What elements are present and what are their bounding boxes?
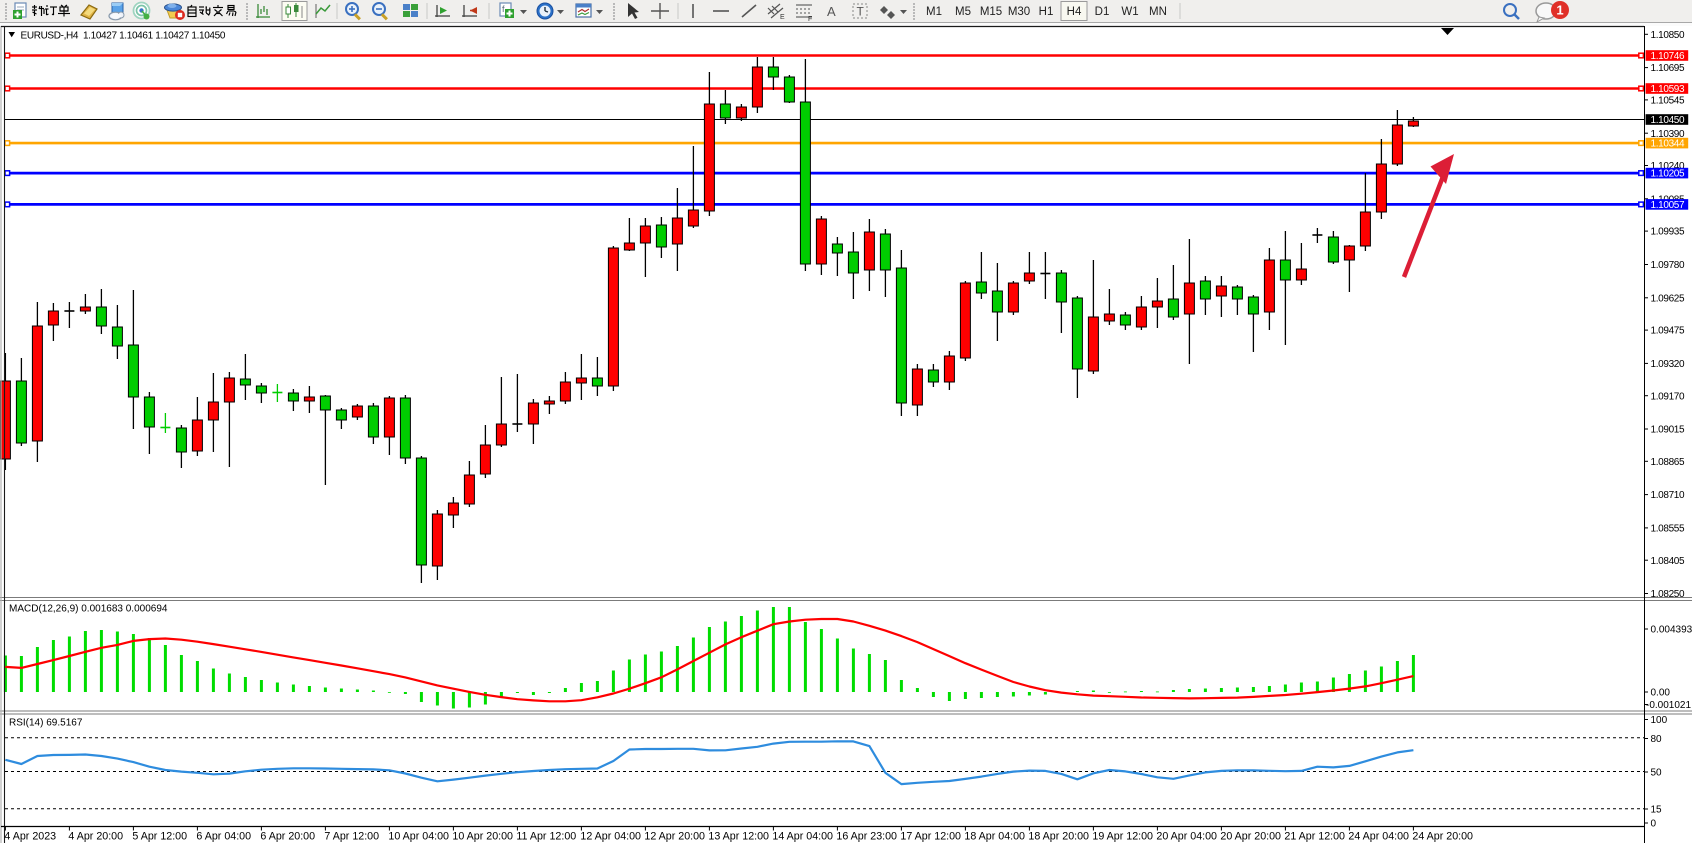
svg-text:1.08710: 1.08710 — [1651, 490, 1685, 501]
svg-text:MACD(12,26,9) 0.001683 0.00069: MACD(12,26,9) 0.001683 0.000694 — [9, 604, 168, 615]
svg-text:12 Apr 04:00: 12 Apr 04:00 — [580, 831, 641, 843]
svg-text:24 Apr 04:00: 24 Apr 04:00 — [1348, 831, 1409, 843]
svg-text:RSI(14) 69.5167: RSI(14) 69.5167 — [9, 718, 83, 729]
svg-text:80: 80 — [1651, 734, 1663, 745]
svg-text:17 Apr 12:00: 17 Apr 12:00 — [900, 831, 961, 843]
svg-text:21 Apr 12:00: 21 Apr 12:00 — [1284, 831, 1345, 843]
svg-text:1.09625: 1.09625 — [1651, 293, 1685, 304]
svg-text:M15: M15 — [980, 6, 1002, 18]
svg-text:24 Apr 20:00: 24 Apr 20:00 — [1412, 831, 1473, 843]
svg-text:16 Apr 23:00: 16 Apr 23:00 — [836, 831, 897, 843]
svg-text:1.08250: 1.08250 — [1651, 589, 1685, 600]
svg-text:F: F — [808, 16, 812, 23]
svg-text:1.09015: 1.09015 — [1651, 425, 1685, 436]
svg-text:5 Apr 12:00: 5 Apr 12:00 — [132, 831, 187, 843]
svg-text:20 Apr 20:00: 20 Apr 20:00 — [1220, 831, 1281, 843]
svg-text:18 Apr 20:00: 18 Apr 20:00 — [1028, 831, 1089, 843]
svg-text:EURUSD-,H4 1.10427 1.10461 1.: EURUSD-,H4 1.10427 1.10461 1.10427 1.104… — [21, 31, 226, 42]
svg-text:1.10057: 1.10057 — [1651, 200, 1685, 211]
svg-text:4 Apr 2023: 4 Apr 2023 — [4, 831, 56, 843]
svg-text:1.09935: 1.09935 — [1651, 227, 1685, 238]
svg-text:50: 50 — [1651, 768, 1663, 779]
svg-text:15: 15 — [1651, 805, 1663, 816]
svg-text:100: 100 — [1651, 715, 1668, 726]
svg-text:11 Apr 12:00: 11 Apr 12:00 — [516, 831, 576, 843]
svg-text:7 Apr 12:00: 7 Apr 12:00 — [324, 831, 379, 843]
svg-text:MN: MN — [1149, 6, 1167, 18]
svg-text:T: T — [857, 5, 865, 19]
svg-text:1.10593: 1.10593 — [1651, 84, 1685, 95]
svg-text:W1: W1 — [1121, 6, 1138, 18]
svg-text:D1: D1 — [1095, 6, 1110, 18]
svg-text:1.10545: 1.10545 — [1651, 96, 1685, 107]
svg-text:H4: H4 — [1067, 6, 1082, 18]
svg-text:1.10240: 1.10240 — [1651, 161, 1685, 172]
svg-text:1.10850: 1.10850 — [1651, 30, 1685, 41]
svg-text:18 Apr 04:00: 18 Apr 04:00 — [964, 831, 1025, 843]
svg-text:14 Apr 04:00: 14 Apr 04:00 — [772, 831, 833, 843]
svg-text:1.10344: 1.10344 — [1651, 139, 1685, 150]
svg-text:1.09170: 1.09170 — [1651, 391, 1685, 402]
svg-text:20 Apr 04:00: 20 Apr 04:00 — [1156, 831, 1217, 843]
svg-text:M1: M1 — [926, 6, 942, 18]
svg-text:1.08405: 1.08405 — [1651, 556, 1685, 567]
svg-text:0.00: 0.00 — [1651, 688, 1671, 699]
svg-text:1.10390: 1.10390 — [1651, 129, 1685, 140]
svg-text:6 Apr 04:00: 6 Apr 04:00 — [196, 831, 251, 843]
svg-text:1.09780: 1.09780 — [1651, 260, 1685, 271]
svg-text:H1: H1 — [1039, 6, 1054, 18]
svg-text:6 Apr 20:00: 6 Apr 20:00 — [260, 831, 315, 843]
svg-text:0.004393: 0.004393 — [1651, 625, 1692, 636]
svg-text:1.10746: 1.10746 — [1651, 51, 1685, 62]
svg-text:10 Apr 20:00: 10 Apr 20:00 — [452, 831, 513, 843]
svg-text:f: f — [502, 4, 505, 14]
svg-text:M30: M30 — [1008, 6, 1030, 18]
svg-text:1.09475: 1.09475 — [1651, 326, 1685, 337]
svg-text:E: E — [780, 14, 785, 21]
svg-text:-0.001021: -0.001021 — [1646, 700, 1691, 711]
svg-text:1.10450: 1.10450 — [1651, 115, 1685, 126]
svg-text:1.08555: 1.08555 — [1651, 524, 1685, 535]
svg-text:10 Apr 04:00: 10 Apr 04:00 — [388, 831, 449, 843]
svg-text:12 Apr 20:00: 12 Apr 20:00 — [644, 831, 705, 843]
svg-text:1: 1 — [1556, 3, 1563, 18]
svg-text:13 Apr 12:00: 13 Apr 12:00 — [708, 831, 769, 843]
svg-text:A: A — [827, 4, 836, 19]
svg-text:1.10205: 1.10205 — [1651, 169, 1685, 180]
svg-text:1.08865: 1.08865 — [1651, 457, 1685, 468]
svg-text:4 Apr 20:00: 4 Apr 20:00 — [68, 831, 123, 843]
svg-text:0: 0 — [1651, 819, 1657, 830]
svg-text:M5: M5 — [955, 6, 971, 18]
svg-text:1.09320: 1.09320 — [1651, 359, 1685, 370]
svg-text:1.10695: 1.10695 — [1651, 63, 1685, 74]
svg-text:19 Apr 12:00: 19 Apr 12:00 — [1092, 831, 1153, 843]
